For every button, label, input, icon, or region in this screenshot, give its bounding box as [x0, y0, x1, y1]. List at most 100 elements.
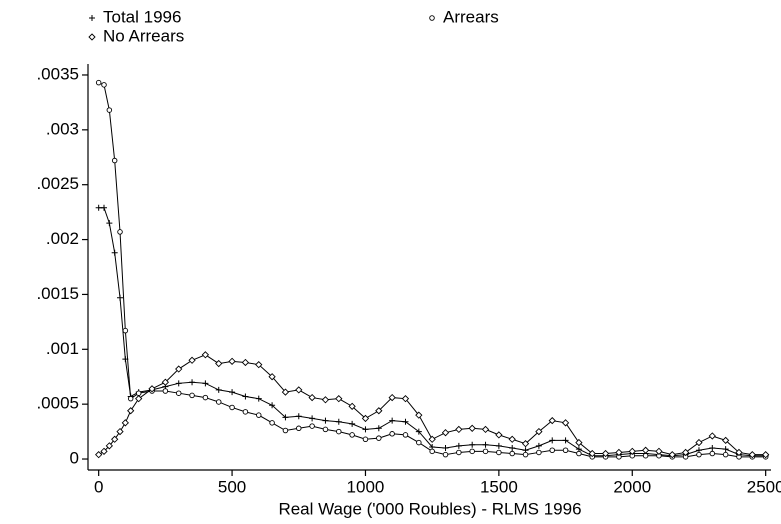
marker-diamond [335, 395, 343, 403]
marker-plus [335, 418, 342, 425]
marker-diamond [441, 429, 450, 437]
marker-diamond [668, 451, 676, 459]
marker-circle [722, 451, 729, 458]
marker-diamond [428, 435, 436, 443]
marker-circle [256, 412, 262, 418]
marker-diamond [348, 402, 356, 410]
marker-diamond [255, 361, 263, 369]
marker-diamond [88, 33, 96, 41]
marker-circle [127, 395, 134, 402]
marker-circle [117, 229, 123, 235]
marker-circle [242, 409, 249, 415]
marker-circle [106, 107, 113, 113]
marker-diamond [681, 448, 690, 457]
marker-circle [482, 448, 489, 455]
marker-circle [229, 404, 235, 411]
marker-diamond [735, 448, 743, 457]
marker-diamond [105, 442, 113, 450]
legend-label: No Arrears [103, 26, 184, 45]
marker-diamond [695, 438, 703, 447]
marker-circle [349, 432, 355, 438]
x-tick-label: 1000 [347, 477, 385, 496]
marker-circle [189, 392, 195, 399]
marker-circle [442, 451, 449, 458]
marker-diamond [455, 425, 463, 434]
marker-diamond [375, 407, 383, 415]
x-tick-label: 500 [218, 477, 246, 496]
marker-circle [296, 425, 302, 432]
marker-diamond [95, 451, 103, 459]
marker-circle [101, 82, 107, 88]
x-tick-label: 0 [94, 477, 103, 496]
marker-diamond [548, 416, 556, 425]
marker-circle [135, 390, 142, 396]
marker-plus [495, 442, 502, 449]
series-line [98, 207, 766, 457]
marker-circle [215, 399, 222, 405]
marker-plus [89, 15, 95, 21]
marker-plus [549, 437, 556, 444]
marker-plus [482, 441, 489, 448]
marker-diamond [722, 436, 730, 445]
marker-diamond [748, 451, 756, 459]
series-line [98, 82, 766, 458]
marker-diamond [401, 395, 410, 403]
marker-plus [122, 356, 129, 363]
marker-plus [362, 426, 369, 433]
marker-plus [175, 380, 182, 387]
marker-circle [456, 449, 462, 456]
marker-circle [362, 436, 369, 443]
y-tick-label: .0025 [36, 174, 79, 193]
marker-diamond [228, 357, 236, 366]
marker-diamond [588, 449, 596, 458]
marker-circle [322, 426, 329, 433]
marker-plus [455, 442, 462, 449]
marker-diamond [161, 378, 170, 386]
marker-diamond [308, 393, 316, 402]
marker-circle [709, 450, 716, 457]
marker-diamond [148, 385, 156, 393]
marker-diamond [100, 447, 108, 455]
marker-diamond [468, 424, 476, 432]
marker-plus [509, 445, 516, 452]
marker-plus [469, 441, 476, 448]
marker-diamond [388, 393, 396, 402]
marker-circle [282, 427, 289, 434]
marker-diamond [615, 448, 623, 457]
marker-diamond [188, 356, 196, 364]
y-tick-label: 0 [70, 449, 79, 468]
marker-circle [111, 157, 118, 164]
x-tick-label: 1500 [480, 477, 518, 496]
marker-circle [469, 448, 475, 455]
marker-diamond [135, 395, 143, 403]
marker-circle [162, 388, 169, 394]
marker-plus [101, 204, 108, 211]
x-tick-label: 2000 [613, 477, 651, 496]
marker-circle [309, 423, 315, 429]
marker-diamond [521, 440, 530, 448]
marker-plus [709, 445, 716, 452]
marker-diamond [535, 427, 543, 436]
marker-circle [202, 394, 209, 401]
marker-plus [215, 386, 222, 393]
marker-circle [576, 450, 582, 457]
marker-diamond [655, 447, 663, 455]
marker-circle [429, 15, 435, 21]
marker-diamond [241, 358, 250, 367]
x-axis-title: Real Wage ('000 Roubles) - RLMS 1996 [278, 499, 581, 518]
marker-plus [111, 249, 118, 256]
marker-circle [536, 449, 542, 456]
marker-plus [562, 437, 569, 444]
marker-circle [269, 420, 275, 426]
legend-label: Arrears [443, 7, 499, 26]
marker-plus [202, 380, 209, 387]
marker-circle [509, 450, 515, 457]
marker-plus [322, 417, 329, 424]
marker-circle [175, 390, 182, 396]
marker-circle [402, 432, 409, 438]
marker-diamond [111, 435, 119, 443]
y-tick-label: .001 [46, 339, 79, 358]
y-tick-label: .0005 [36, 394, 79, 413]
